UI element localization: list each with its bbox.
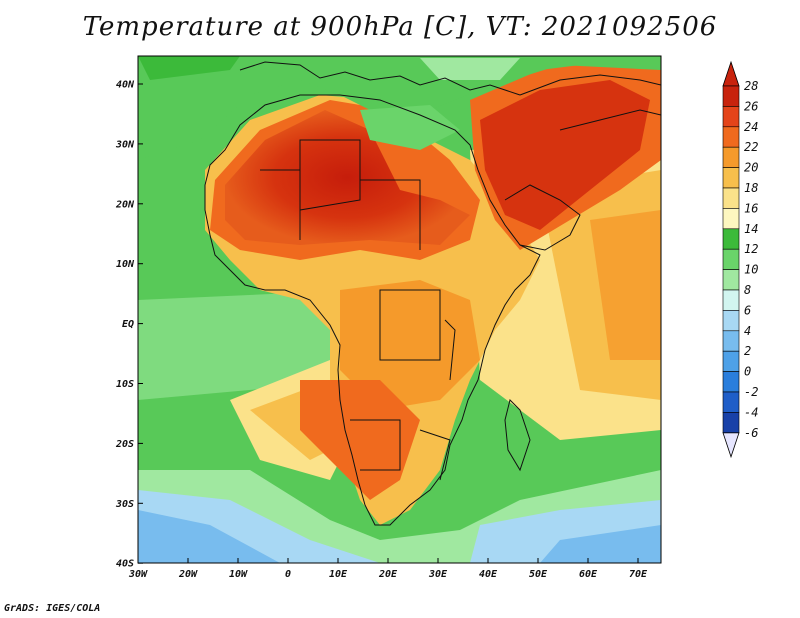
- colorbar-swatch: [722, 208, 740, 230]
- credit-text: GrADS: IGES/COLA: [4, 603, 101, 614]
- x-axis: 30W 20W 10W 0 10E 20E 30E 40E 50E 60E 70E: [128, 558, 648, 580]
- colorbar-swatch: [722, 371, 740, 393]
- y-axis: 40N 30N 20N 10N EQ 10S 20S 30S 40S: [115, 80, 143, 570]
- plot-frame: [137, 55, 662, 564]
- colorbar-label: 22: [744, 140, 758, 154]
- colorbar-swatch: [722, 167, 740, 189]
- x-tick-label: 30W: [128, 569, 148, 580]
- colorbar-swatch: [722, 310, 740, 332]
- colorbar-swatch: [722, 289, 740, 311]
- map-title: Temperature at 900hPa [C], VT: 202109250…: [82, 12, 718, 42]
- colorbar-swatch: [722, 228, 740, 250]
- colorbar-swatch: [722, 106, 740, 128]
- colorbar-label: 2: [744, 344, 751, 358]
- colorbar-swatch: [722, 269, 740, 291]
- colorbar-label: 0: [744, 365, 751, 379]
- colorbar-swatch: [722, 412, 740, 434]
- colorbar-label: 10: [744, 263, 758, 277]
- y-tick-label: 20S: [115, 439, 134, 450]
- colorbar-swatch: [722, 391, 740, 413]
- x-tick-label: 20E: [378, 569, 398, 580]
- colorbar-label: 18: [744, 181, 758, 195]
- x-tick-label: 50E: [529, 569, 548, 580]
- colorbar-label: 12: [744, 242, 758, 256]
- colorbar-swatch: [722, 146, 740, 168]
- colorbar-swatch: [722, 330, 740, 352]
- colorbar-swatch: [722, 126, 740, 148]
- coastlines: [204, 61, 661, 526]
- colorbar-label: 14: [744, 222, 758, 236]
- colorbar-swatch: [722, 187, 740, 209]
- y-tick-label: 40N: [116, 80, 135, 91]
- y-tick-label: EQ: [122, 319, 134, 330]
- x-tick-label: 40E: [479, 569, 498, 580]
- colorbar-label: -4: [744, 405, 758, 419]
- y-tick-label: 30S: [115, 499, 134, 510]
- y-tick-label: 40S: [116, 559, 134, 570]
- colorbar-label: 8: [744, 283, 751, 297]
- colorbar-top-arrow: [722, 60, 740, 87]
- temperature-field: [138, 56, 661, 563]
- x-tick-label: 20W: [178, 569, 198, 580]
- colorbar-label: 16: [744, 201, 758, 215]
- colorbar-swatch: [722, 85, 740, 107]
- x-tick-label: 10W: [229, 569, 248, 580]
- colorbar-label: 28: [744, 79, 758, 93]
- y-tick-label: 30N: [115, 139, 135, 150]
- colorbar-label: -6: [744, 426, 758, 440]
- x-tick-label: 10E: [329, 569, 348, 580]
- colorbar-label: 6: [744, 303, 751, 317]
- colorbar-swatch: [722, 248, 740, 270]
- x-tick-label: 70E: [629, 569, 648, 580]
- colorbar-bottom-arrow: [722, 432, 740, 459]
- colorbar-label: 26: [744, 99, 758, 113]
- x-tick-label: 60E: [579, 569, 598, 580]
- colorbar-swatch: [722, 350, 740, 372]
- colorbar-label: 4: [744, 324, 751, 338]
- colorbar-label: 20: [744, 161, 758, 175]
- y-tick-label: 10N: [116, 259, 135, 270]
- x-tick-label: 0: [285, 569, 291, 580]
- y-tick-label: 20N: [115, 199, 135, 210]
- x-tick-label: 30E: [428, 569, 448, 580]
- colorbar-label: -2: [744, 385, 758, 399]
- y-tick-label: 10S: [116, 379, 134, 390]
- colorbar-label: 24: [744, 120, 758, 134]
